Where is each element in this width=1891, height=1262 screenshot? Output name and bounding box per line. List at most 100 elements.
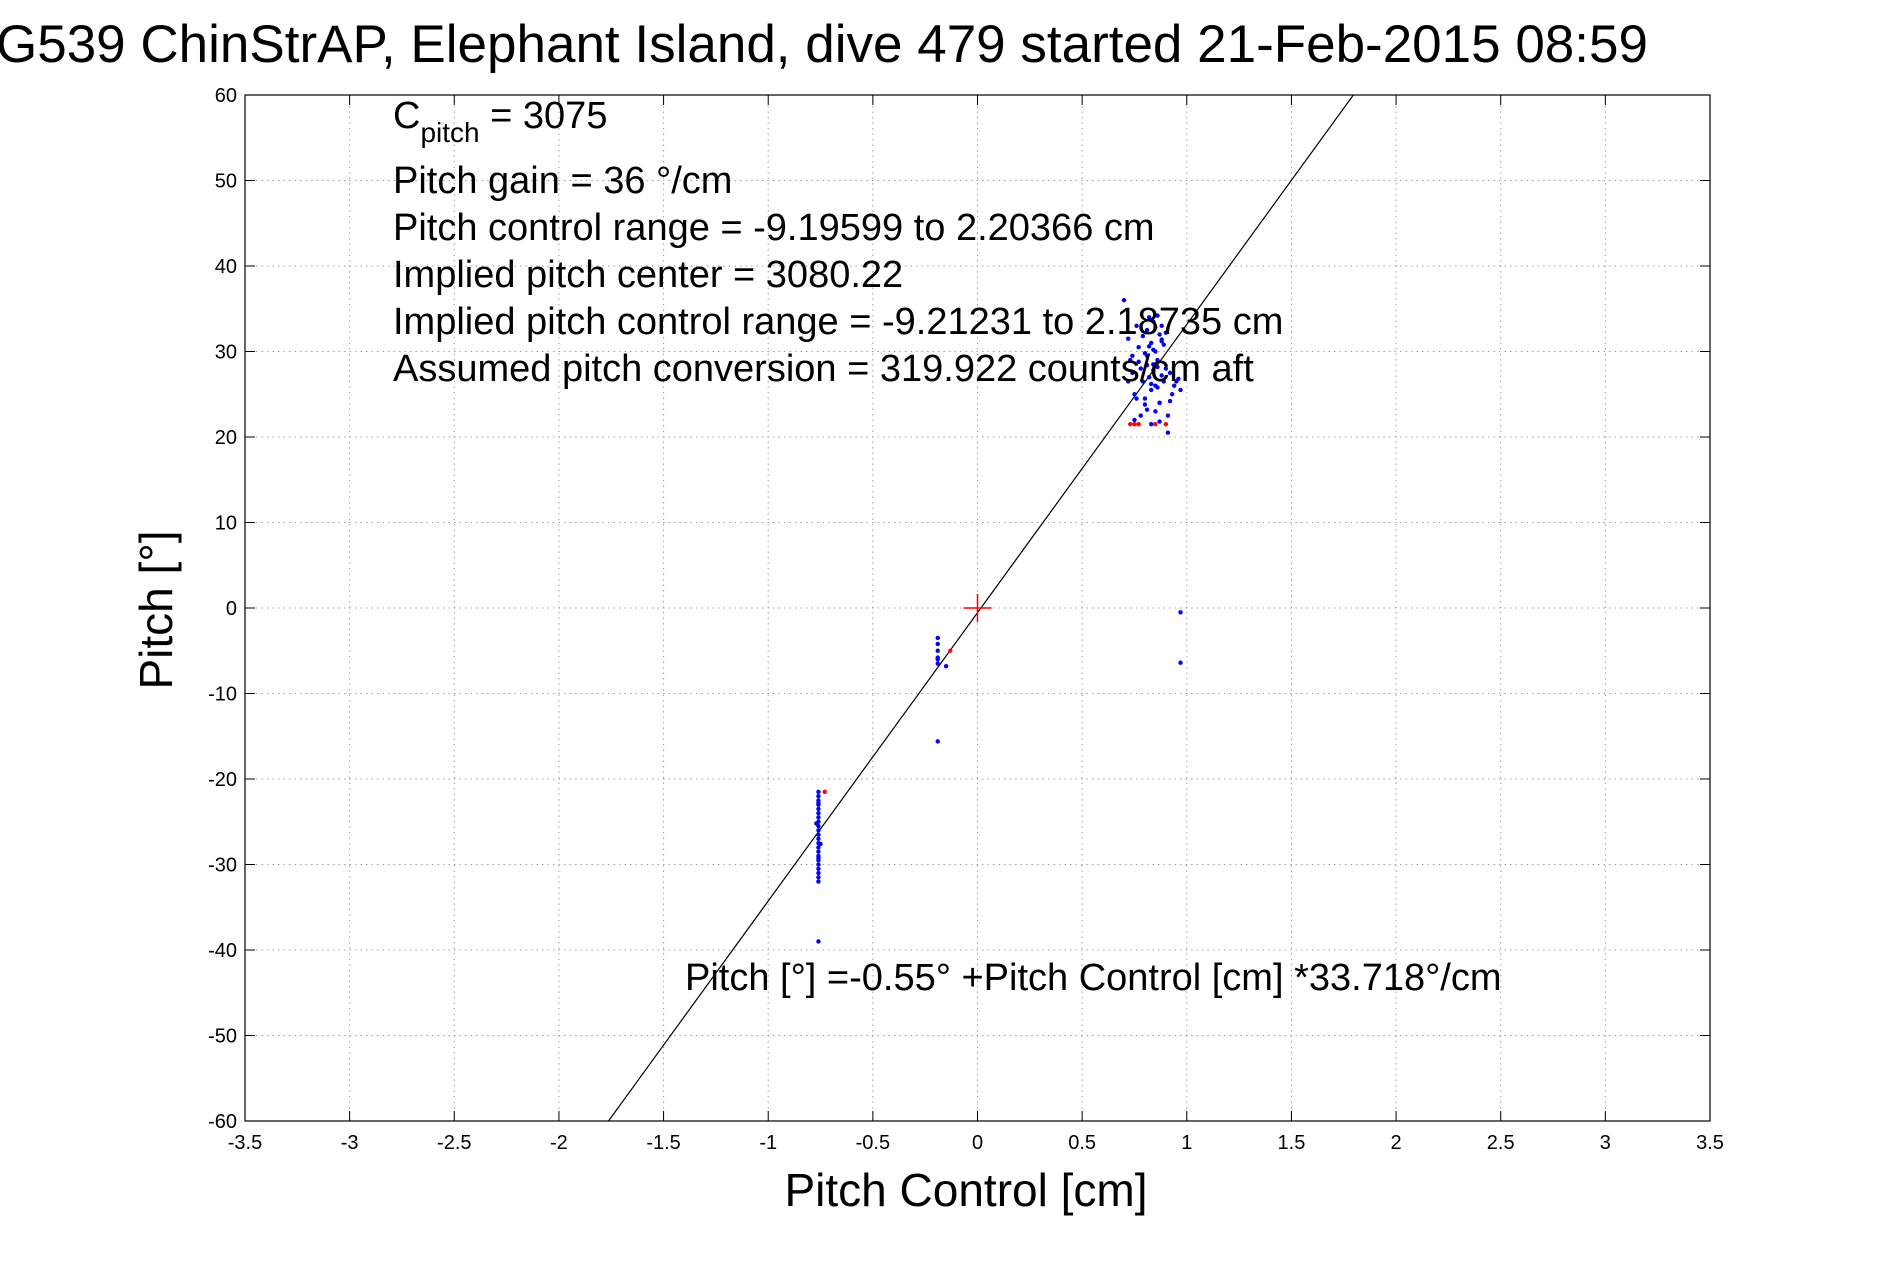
blue-data-point [816, 862, 821, 867]
blue-data-point [1130, 370, 1135, 376]
blue-data-point [1149, 421, 1154, 427]
x-tick-label: -3 [341, 1132, 359, 1154]
blue-data-point [1146, 315, 1152, 320]
blue-data-point [1155, 385, 1160, 390]
fit-equation: Pitch [°] =-0.55° +Pitch Control [cm] *3… [685, 957, 1502, 999]
c-pitch-subscript: pitch [420, 117, 479, 148]
blue-data-point [1165, 413, 1171, 418]
blue-data-point [1159, 373, 1164, 378]
blue-data-point [816, 793, 821, 799]
x-tick-label: 0.5 [1068, 1132, 1096, 1154]
blue-data-point [816, 939, 821, 944]
blue-data-point [935, 739, 940, 744]
blue-data-point [1178, 387, 1183, 393]
blue-data-point [1125, 336, 1131, 341]
blue-data-point [1167, 370, 1173, 376]
blue-data-point [816, 828, 821, 833]
annotation-line: Implied pitch control range = -9.21231 t… [393, 301, 1283, 343]
blue-data-point [1142, 402, 1148, 407]
blue-data-point [816, 800, 821, 806]
blue-data-point [1136, 345, 1141, 350]
blue-data-point [816, 855, 821, 860]
blue-data-point [1151, 319, 1156, 324]
blue-data-point [1151, 368, 1156, 373]
x-tick-label: 0 [972, 1132, 983, 1154]
blue-data-point [1157, 419, 1162, 424]
blue-data-point [1178, 660, 1183, 665]
x-tick-label: -1 [759, 1132, 777, 1154]
blue-data-point [1134, 396, 1139, 401]
y-axis-tick-labels: -60 -50 -40 -30 -20 -10 0 10 20 30 40 50 60 [208, 85, 237, 1133]
blue-data-point [935, 661, 940, 666]
c-pitch-annotation: Cpitch = 3075 [393, 95, 607, 148]
red-data-point [1163, 421, 1169, 427]
blue-data-point [816, 849, 821, 854]
blue-data-point [1136, 359, 1141, 364]
blue-data-point [816, 832, 821, 837]
blue-data-point [816, 845, 821, 850]
red-data-point [1153, 421, 1158, 427]
y-tick-label: 50 [215, 171, 237, 193]
blue-data-point [814, 821, 819, 826]
x-tick-label: -1.5 [646, 1132, 680, 1154]
blue-data-point [1149, 381, 1154, 387]
blue-data-point [816, 879, 821, 884]
y-axis-title: Pitch [°] [130, 530, 182, 689]
blue-data-point [1163, 330, 1169, 335]
annotation-line: Pitch control range = -9.19599 to 2.2036… [393, 207, 1155, 249]
blue-data-point [1178, 610, 1183, 615]
blue-data-point [816, 815, 821, 820]
blue-data-point [1132, 417, 1137, 423]
blue-data-point [1130, 353, 1135, 358]
annotation-line: Assumed pitch conversion = 319.922 count… [393, 348, 1254, 390]
blue-data-point [818, 841, 823, 847]
x-axis-tick-labels: -3.5 -3 -2.5 -2 -1.5 -1 -0.5 0 0.5 1 1.5 2 2.5 3 3.5 [228, 1132, 1724, 1154]
blue-data-point [1125, 379, 1131, 384]
red-data-point [1136, 421, 1141, 427]
y-tick-label: -50 [208, 1026, 237, 1048]
blue-data-point [1155, 364, 1160, 370]
blue-data-point [1149, 387, 1154, 393]
y-tick-label: 10 [215, 513, 237, 535]
blue-data-point [1140, 333, 1146, 339]
blue-data-point [1157, 400, 1162, 405]
blue-data-point [1144, 327, 1150, 333]
x-tick-label: 3 [1600, 1132, 1611, 1154]
x-axis-title: Pitch Control [cm] [785, 1164, 1148, 1216]
y-tick-label: 30 [215, 342, 237, 364]
blue-data-point [1159, 323, 1164, 329]
y-tick-label: -20 [208, 769, 237, 791]
blue-data-point [816, 836, 821, 842]
blue-data-point [935, 641, 940, 647]
origin-marker [963, 594, 992, 622]
blue-data-point [1161, 379, 1166, 384]
data-points [814, 298, 1183, 944]
x-tick-label: 2.5 [1487, 1132, 1515, 1154]
annotation-line: Pitch gain = 36 °/cm [393, 160, 732, 202]
blue-data-point [1163, 366, 1169, 371]
blue-data-point [1172, 383, 1177, 388]
blue-data-point [1144, 407, 1150, 412]
blue-data-point [1149, 340, 1154, 346]
blue-data-point [816, 811, 821, 816]
blue-data-point [816, 866, 821, 871]
blue-data-point [1140, 379, 1146, 384]
blue-data-point [1144, 362, 1150, 368]
y-tick-label: 40 [215, 256, 237, 278]
blue-data-point [1161, 342, 1166, 347]
blue-data-point [1153, 409, 1158, 414]
x-tick-label: -0.5 [856, 1132, 890, 1154]
red-data-point [1132, 421, 1137, 427]
red-data-point [822, 789, 827, 795]
blue-data-point [1138, 413, 1143, 418]
blue-data-point [1165, 430, 1171, 435]
blue-data-point [816, 870, 821, 876]
blue-data-point [1167, 398, 1173, 404]
x-tick-label: -3.5 [228, 1132, 262, 1154]
y-tick-label: 0 [226, 598, 237, 620]
blue-data-point [1132, 392, 1137, 397]
blue-data-point [1151, 347, 1156, 352]
blue-data-point [935, 648, 940, 653]
blue-data-point [1121, 298, 1127, 303]
